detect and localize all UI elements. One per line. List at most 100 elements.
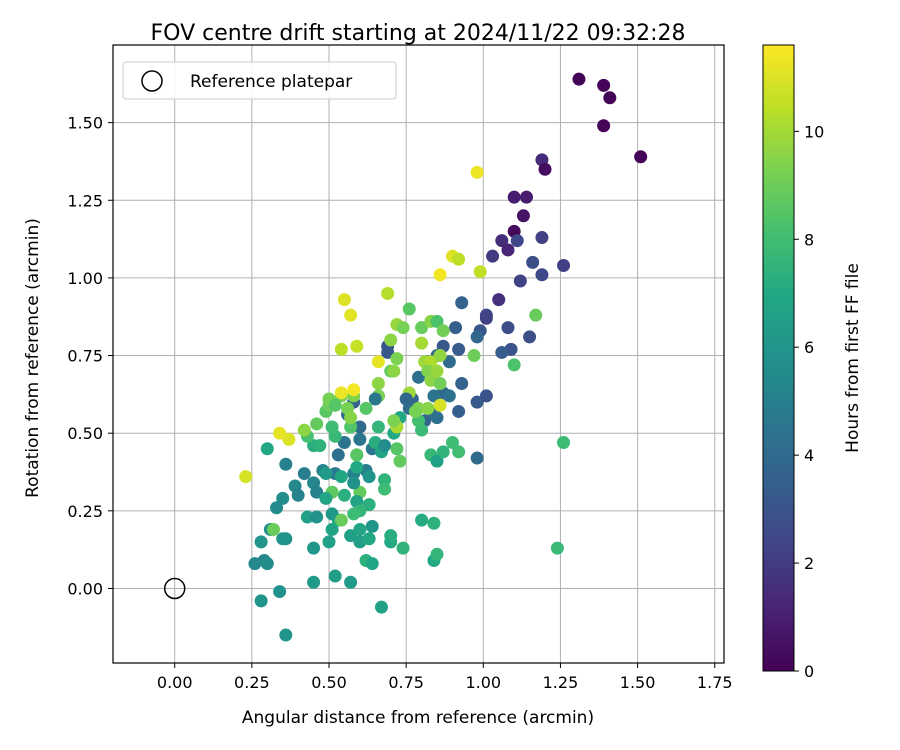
data-point xyxy=(387,414,401,428)
legend: Reference platepar xyxy=(122,61,397,100)
data-point xyxy=(300,510,314,524)
data-point xyxy=(325,507,339,521)
data-point xyxy=(513,274,527,288)
data-point xyxy=(344,529,358,543)
data-point xyxy=(248,557,262,571)
colorbar-tick-label: 10 xyxy=(804,122,824,141)
reference-platepar-marker xyxy=(163,577,186,600)
data-point xyxy=(529,308,543,322)
data-point xyxy=(344,575,358,589)
data-points xyxy=(239,72,648,642)
data-point xyxy=(597,78,611,92)
data-point xyxy=(452,445,466,459)
colorbar-label: Hours from first FF file xyxy=(843,263,863,453)
legend-entry-label: Reference platepar xyxy=(190,72,352,92)
x-axis-label: Angular distance from reference (arcmin) xyxy=(242,708,594,728)
data-point xyxy=(516,209,530,223)
data-point xyxy=(470,395,484,409)
data-point xyxy=(334,386,348,400)
data-point xyxy=(436,445,450,459)
data-point xyxy=(276,532,290,546)
data-point xyxy=(337,436,351,450)
data-point xyxy=(415,321,429,335)
data-point xyxy=(470,451,484,465)
data-point xyxy=(365,557,379,571)
data-point xyxy=(359,401,373,415)
data-point xyxy=(337,488,351,502)
data-point xyxy=(507,358,521,372)
data-point xyxy=(270,501,284,515)
colorbar-tick-label: 2 xyxy=(804,554,814,573)
data-point xyxy=(254,535,268,549)
data-point xyxy=(507,190,521,204)
colorbar: 0 2 4 6 8 10 Hours from first FF file xyxy=(762,44,863,681)
data-point xyxy=(273,585,287,599)
data-point xyxy=(319,491,333,505)
data-point xyxy=(384,529,398,543)
data-point xyxy=(350,460,364,474)
data-point xyxy=(557,436,571,450)
data-point xyxy=(313,439,327,453)
grid-lines xyxy=(113,45,724,663)
data-point xyxy=(455,377,469,391)
data-point xyxy=(433,268,447,282)
data-point xyxy=(396,321,410,335)
data-point xyxy=(334,513,348,527)
data-point xyxy=(307,541,321,555)
data-point xyxy=(337,293,351,307)
data-point xyxy=(421,401,435,415)
data-point xyxy=(535,231,549,245)
data-point xyxy=(390,442,404,456)
data-point xyxy=(526,255,540,269)
x-tick-label: 0.00 xyxy=(157,673,193,692)
reference-marker xyxy=(163,577,186,600)
data-point xyxy=(260,442,274,456)
data-point xyxy=(378,473,392,487)
data-point xyxy=(486,249,500,263)
data-point xyxy=(291,488,305,502)
data-point xyxy=(390,352,404,366)
data-point xyxy=(254,594,268,608)
data-point xyxy=(371,355,385,369)
legend-marker-icon xyxy=(141,70,163,92)
data-point xyxy=(371,377,385,391)
data-point xyxy=(344,420,358,434)
x-tick-label: 0.75 xyxy=(388,673,424,692)
data-point xyxy=(479,311,493,325)
data-point xyxy=(350,448,364,462)
data-point xyxy=(322,535,336,549)
colorbar-ticks: 0 2 4 6 8 10 xyxy=(794,122,824,681)
data-point xyxy=(415,336,429,350)
data-point xyxy=(344,308,358,322)
data-point xyxy=(365,519,379,533)
colorbar-tick-label: 6 xyxy=(804,338,814,357)
x-tick-label: 1.25 xyxy=(543,673,579,692)
data-point xyxy=(328,398,342,412)
data-point xyxy=(279,628,293,642)
data-point xyxy=(334,342,348,356)
y-tick-label: 1.25 xyxy=(67,191,103,210)
data-point xyxy=(408,404,422,418)
data-point xyxy=(347,383,361,397)
data-point xyxy=(319,467,333,481)
data-point xyxy=(374,600,388,614)
data-point xyxy=(353,432,367,446)
data-point xyxy=(276,491,290,505)
data-point xyxy=(353,522,367,536)
x-tick-label: 0.50 xyxy=(311,673,347,692)
data-point xyxy=(266,522,280,536)
data-point xyxy=(430,364,444,378)
y-axis-ticks: 0.00 0.25 0.50 0.75 1.00 1.25 1.50 xyxy=(67,114,113,598)
data-point xyxy=(310,485,324,499)
data-point xyxy=(310,510,324,524)
data-point xyxy=(430,547,444,561)
data-point xyxy=(297,467,311,481)
data-point xyxy=(433,349,447,363)
y-tick-label: 1.00 xyxy=(67,269,103,288)
data-point xyxy=(310,417,324,431)
data-point xyxy=(328,569,342,583)
data-point xyxy=(550,541,564,555)
data-point xyxy=(452,404,466,418)
data-point xyxy=(501,243,515,257)
